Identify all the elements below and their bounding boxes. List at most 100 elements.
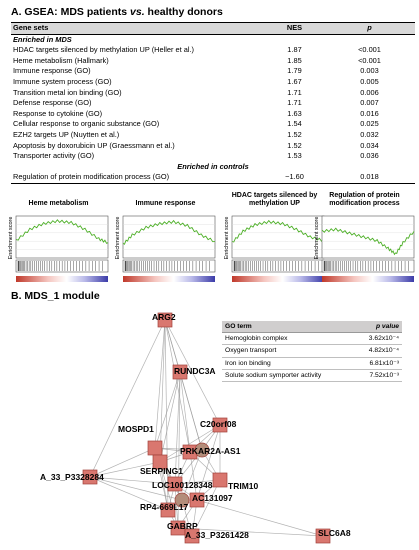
enriched-mds-label: Enriched in MDS (13, 34, 72, 44)
gene-label-a33-3261428: A_33_P3261428 (185, 530, 249, 540)
panel-a-title: A. GSEA: MDS patients vs. healthy donors (11, 6, 223, 18)
rank-gradient-bar (16, 276, 108, 282)
nes-value: 1.71 (287, 87, 302, 97)
p-value: 0.003 (360, 66, 379, 76)
gene-set-name: Immune response (GO) (13, 66, 91, 76)
network-edge (179, 371, 203, 451)
gene-label-trim10: TRIM10 (228, 481, 259, 491)
network-edge (177, 527, 324, 537)
gsea-row: Transition metal ion binding (GO) 1.71 0… (11, 88, 415, 99)
network-edge (174, 371, 181, 485)
gene-label-serping1: SERPING1 (140, 466, 183, 476)
network-edge (164, 319, 191, 453)
network-node (82, 469, 98, 485)
network-graph (82, 312, 331, 544)
network-edge (191, 479, 221, 537)
enrichment-curve (321, 227, 415, 256)
gsea-row: Heme metabolism (Hallmark) 1.85 <0.001 (11, 56, 415, 67)
network-node (212, 472, 228, 488)
header-nes: NES (265, 22, 324, 35)
nes-value: 1.52 (287, 140, 302, 150)
nes-value: 1.71 (287, 98, 302, 108)
network-node (184, 528, 200, 544)
enrichment-curve (122, 219, 216, 245)
gene-set-name: Transition metal ion binding (GO) (13, 87, 122, 97)
gene-set-name: Immune system process (GO) (13, 76, 112, 86)
gsea-enrichment-plot: Enrichment score (224, 215, 325, 282)
network-edge (189, 451, 198, 501)
network-edge (154, 371, 181, 449)
nes-value: 1.52 (287, 129, 302, 139)
go-row: Oxygen transport 4.82x10⁻⁴ (222, 344, 402, 358)
go-row: Iron ion binding 6.81x10⁻³ (222, 357, 402, 370)
gsea-row: EZH2 targets UP (Nuytten et al.) 1.52 0.… (11, 130, 415, 141)
enriched-controls-label: Enriched in controls (177, 161, 249, 171)
nes-value: 1.63 (287, 108, 302, 118)
go-term: Oxygen transport (222, 344, 355, 358)
gsea-plot-title: Immune response (135, 200, 196, 207)
network-node (315, 528, 331, 544)
network-node (147, 440, 163, 456)
gene-set-name: HDAC targets silenced by methylation UP … (13, 45, 195, 55)
rank-gradient-bar (123, 276, 215, 282)
network-edge (181, 449, 203, 501)
p-value: 0.016 (360, 108, 379, 118)
network-edge (164, 319, 169, 511)
p-value: 0.018 (324, 172, 415, 184)
gene-label-arg2: ARG2 (152, 312, 176, 322)
go-term: Hemoglobin complex (222, 332, 355, 346)
gene-label-ac131097: AC131097 (192, 493, 233, 503)
p-value: 0.005 (360, 76, 379, 86)
go-table-header: GO term p value (222, 321, 402, 334)
enrichment-curve (15, 219, 109, 244)
plot-ylabel: Enrichment score (224, 217, 230, 260)
gene-label-loc100128348: LOC100128348 (152, 480, 213, 490)
gene-set-name: EZH2 targets UP (Nuytten et al.) (13, 129, 120, 139)
network-edge (179, 371, 191, 453)
gene-set-name: Apoptosis by doxorubicin UP (Graessmann … (13, 140, 175, 150)
nes-value: −1.60 (265, 172, 324, 184)
gsea-row: Immune system process (GO) 1.67 0.005 (11, 77, 415, 88)
network-node (174, 492, 190, 508)
gsea-plot-title: Heme metabolism (28, 200, 89, 207)
network-node (172, 364, 188, 380)
gene-label-mospd1: MOSPD1 (118, 424, 154, 434)
gsea-row: Apoptosis by doxorubicin UP (Graessmann … (11, 141, 415, 152)
rank-gradient-bar (322, 276, 414, 282)
network-node (152, 454, 168, 470)
nes-value: 1.87 (287, 45, 302, 55)
network-edge (89, 476, 176, 485)
gsea-table-header: Gene sets NES p (11, 22, 415, 35)
network-edge (89, 476, 183, 501)
plot-frame (15, 215, 109, 259)
gsea-enrichment-plot: Enrichment score (115, 215, 216, 282)
network-edge (89, 447, 156, 478)
network-node (212, 417, 228, 433)
header-gene-sets: Gene sets (11, 22, 265, 35)
network-edge (89, 476, 169, 511)
nes-value: 1.85 (287, 55, 302, 65)
gene-set-name: Transporter activity (GO) (13, 151, 95, 161)
gsea-row: Cellular response to organic substance (… (11, 119, 415, 130)
gene-label-gabrp: GABRP (167, 521, 198, 531)
network-edge (89, 461, 161, 478)
nes-value: 1.79 (287, 66, 302, 76)
go-p-value: 6.81x10⁻³ (354, 357, 402, 370)
nes-value: 1.67 (287, 76, 302, 86)
gene-label-c20orf08: C20orf08 (200, 419, 237, 429)
nes-value: 1.54 (287, 119, 302, 129)
gene-label-a33-3328284: A_33_P3328284 (40, 472, 104, 482)
go-term-table: GO term p value Hemoglobin complex 3.62x… (222, 321, 402, 383)
network-node (157, 312, 173, 328)
go-row: Solute sodium symporter activity 7.52x10… (222, 369, 402, 383)
gsea-table: Gene sets NES p Enriched in MDS HDAC tar… (11, 22, 415, 184)
network-edge (159, 424, 221, 463)
network-edge (154, 319, 166, 449)
network-node (189, 492, 205, 508)
gene-set-name: Defense response (GO) (13, 98, 92, 108)
plot-frame (122, 215, 216, 259)
gene-set-name: Heme metabolism (Hallmark) (13, 55, 109, 65)
network-edge (89, 319, 166, 478)
p-value: <0.001 (358, 45, 381, 55)
gene-label-rp4: RP4-669L17 (140, 502, 189, 512)
